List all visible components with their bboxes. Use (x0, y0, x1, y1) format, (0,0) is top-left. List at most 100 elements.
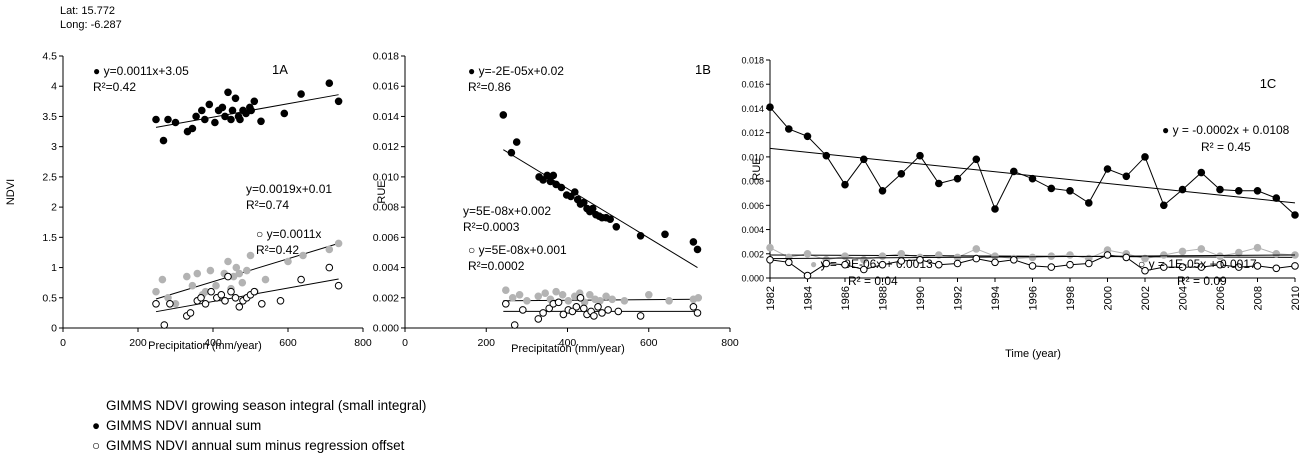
x-tick-label: 2004 (1178, 286, 1190, 310)
y-tick-label: 0.002 (373, 292, 399, 304)
data-point-open (1066, 260, 1074, 269)
y-tick-label: 3.5 (42, 111, 57, 123)
y-tick-label: 0.000 (373, 323, 399, 335)
y-tick-label: 4 (51, 81, 57, 93)
data-point-open (235, 303, 244, 311)
data-point-grey (523, 297, 531, 305)
data-point-grey (261, 275, 270, 284)
data-point-grey (564, 297, 573, 305)
data-point-grey (665, 297, 673, 305)
data-point-grey (972, 245, 981, 253)
data-point-black (803, 132, 812, 141)
y-tick-label: 0.012 (741, 128, 764, 138)
data-point-open (1272, 264, 1281, 273)
x-tick-label: 2000 (1103, 286, 1115, 310)
data-point-black (201, 115, 209, 124)
data-point-open (594, 303, 602, 311)
r-squared-grey: R²=0.0003 (463, 220, 520, 234)
latitude-label: Lat: 15.772 (60, 5, 116, 17)
data-point-grey (935, 251, 943, 259)
data-point-open (991, 258, 999, 267)
data-point-grey (183, 272, 191, 281)
data-point-black (636, 232, 645, 240)
data-point-black (159, 136, 168, 145)
data-point-black (897, 170, 906, 178)
data-point-black (171, 118, 180, 127)
data-point-open (614, 307, 623, 316)
x-tick-label: 200 (129, 337, 147, 349)
data-point-open (1085, 259, 1093, 268)
y-tick-label: 4.5 (42, 51, 57, 63)
data-point-grey (1141, 254, 1149, 263)
data-point-grey (193, 269, 202, 278)
legend-black-label: GIMMS NDVI annual sum (106, 418, 262, 433)
data-point-black (860, 155, 868, 164)
data-point-black (499, 111, 508, 119)
data-point-open (916, 256, 924, 264)
data-point-open (519, 306, 527, 314)
data-point-black (192, 112, 200, 121)
data-point-grey (334, 239, 343, 248)
data-point-black (1122, 172, 1131, 181)
x-tick-label: 1994 (990, 286, 1002, 310)
data-point-open (822, 259, 831, 268)
data-point-open (572, 303, 581, 311)
data-point-open (935, 260, 943, 269)
y-tick-label: 0.010 (373, 171, 399, 183)
data-point-black (1103, 165, 1112, 173)
data-point-black (152, 115, 160, 124)
equation-marker: ● (1162, 123, 1173, 137)
data-point-open (1010, 256, 1018, 264)
x-axis-label: Precipitation (mm/year) (148, 340, 262, 352)
data-point-open (502, 300, 510, 308)
data-point-grey (586, 291, 594, 299)
y-tick-label: 3 (51, 141, 57, 153)
data-point-black (693, 245, 702, 254)
y-tick-label: 0.004 (741, 225, 764, 235)
data-point-grey (1160, 251, 1168, 259)
data-point-black (588, 204, 597, 213)
data-point-open (152, 300, 160, 308)
data-point-open (803, 271, 812, 280)
x-tick-label: 800 (721, 337, 739, 349)
data-point-grey (620, 297, 629, 305)
data-point-open (590, 312, 598, 320)
data-point-grey (803, 250, 812, 258)
data-point-black (953, 174, 962, 183)
equation-grey: y=5E-08x+0.002 (463, 204, 551, 218)
legend-black-symbol: ● (92, 418, 101, 433)
legend-grey-label: GIMMS NDVI growing season integral (smal… (106, 398, 427, 413)
data-point-open (689, 303, 698, 311)
legend-item-grey: GIMMS NDVI growing season integral (smal… (92, 398, 426, 413)
data-point-grey (243, 266, 251, 275)
trend-line-black (503, 149, 698, 268)
y-tick-label: 0.008 (741, 177, 764, 187)
x-tick-label: 1982 (765, 286, 777, 310)
x-tick-label: 800 (354, 337, 372, 349)
data-point-black (512, 138, 521, 146)
data-point-open (972, 254, 981, 263)
data-point-open (897, 257, 906, 265)
data-point-grey (299, 251, 307, 260)
equation-black: ● y=0.0011x+3.05 (93, 64, 189, 78)
equation-text: y=5E-08x+0.001 (479, 243, 567, 257)
data-point-black (218, 103, 227, 112)
equation-text: y=0.0011x (267, 227, 322, 241)
x-tick-label: 400 (559, 337, 577, 349)
data-point-grey (224, 257, 232, 266)
data-point-open (1253, 262, 1262, 270)
y-axis-label: RUE (376, 180, 388, 203)
panel-label: 1A (272, 62, 288, 77)
y-tick-label: 0.016 (741, 80, 764, 90)
data-point-black (546, 177, 555, 186)
data-point-black (606, 215, 615, 223)
panel-label: 1B (695, 62, 711, 77)
equation-text: y=0.0011x+3.05 (104, 64, 190, 78)
data-point-grey (284, 257, 292, 266)
data-point-black (236, 115, 244, 124)
y-tick-label: 0.012 (373, 141, 399, 153)
data-point-black (785, 125, 793, 133)
data-point-black (1028, 174, 1037, 183)
data-point-grey (602, 292, 610, 301)
